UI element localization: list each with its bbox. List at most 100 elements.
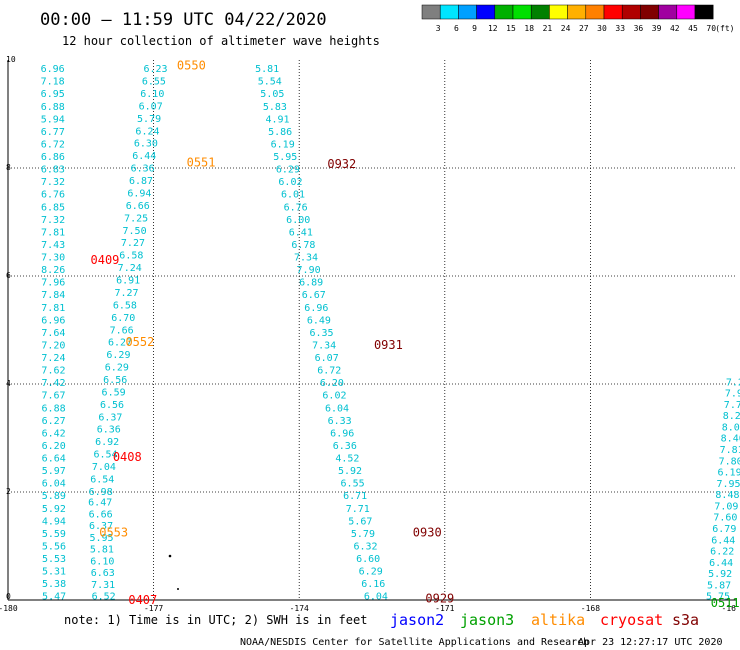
y-tick-label: 6 [6,271,11,280]
swh-value: 7.24 [41,353,65,364]
marker-dot [168,554,172,558]
swh-value: 4.94 [42,516,66,527]
swh-value: 5.38 [42,579,66,590]
colorbar-swatch [621,4,641,20]
swh-value: 6.96 [41,64,65,75]
chart-title: 00:00 – 11:59 UTC 04/22/2020 [40,10,327,30]
swh-value: 6.35 [309,328,333,339]
colorbar-swatch [530,4,550,20]
swh-value: 6.87 [129,176,153,187]
swh-value: 7.04 [92,462,116,473]
swh-value: 7.32 [41,215,65,226]
swh-value: 5.89 [42,491,66,502]
swh-value: 6.72 [41,139,65,150]
swh-value: 5.92 [338,466,362,477]
swh-value: 6.63 [91,568,115,579]
colorbar-label: 18 [524,24,534,33]
swh-value: 6.67 [302,290,326,301]
x-tick-label: -16 [722,604,737,613]
chart-subtitle: 12 hour collection of altimeter wave hei… [62,34,380,48]
colorbar-swatch [603,4,623,20]
swh-value: 5.92 [42,504,66,515]
swh-value: 6.58 [113,300,137,311]
swh-value: 6.66 [126,201,150,212]
swh-value: 6.20 [320,378,344,389]
satellite-jason3: jason3 [460,611,514,629]
swh-value: 6.44 [711,535,735,546]
swh-value: 6.96 [41,315,65,326]
swh-value: 7.90 [725,389,740,400]
swh-value: 7.50 [123,226,147,237]
swh-value: 6.77 [41,127,65,138]
swh-value: 6.49 [307,315,331,326]
swh-value: 6.98 [89,487,113,498]
satellite-s3a: s3a [672,611,699,629]
y-tick-label: 10 [6,55,16,64]
swh-value: 6.36 [131,164,155,175]
swh-value: 6.20 [42,441,66,452]
swh-value: 6.47 [88,498,112,509]
swh-value: 5.59 [42,529,66,540]
colorbar-label: 30 [597,24,607,33]
swh-value: 7.34 [312,340,336,351]
swh-value: 5.05 [260,89,284,100]
swh-value: 6.27 [42,416,66,427]
pass-time-label: 0408 [113,450,142,464]
swh-value: 5.56 [42,541,66,552]
swh-value: 6.02 [322,391,346,402]
swh-value: 6.41 [289,227,313,238]
swh-value: 5.92 [708,569,732,580]
colorbar-swatch [658,4,678,20]
swh-value: 7.66 [110,325,134,336]
swh-value: 7.34 [294,253,318,264]
swh-value: 6.10 [140,89,164,100]
swh-value: 6.60 [356,554,380,565]
swh-value: 6.10 [90,556,114,567]
colorbar-swatch [694,4,714,20]
swh-value: 7.67 [42,391,66,402]
swh-value: 7.96 [41,278,65,289]
swh-value: 5.95 [273,152,297,163]
swh-value: 7.31 [91,580,115,591]
colorbar-swatch [640,4,659,20]
swh-value: 6.36 [97,425,121,436]
y-tick-label: 4 [6,379,11,388]
swh-value: 7.64 [41,328,65,339]
swh-value: 6.70 [111,313,135,324]
pass-time-labels: 0550 0551 0552 0553 0409 0408 0407 0932 0931 0930… [91,58,740,610]
swh-value: 6.59 [102,387,126,398]
swh-value: 7.71 [346,504,370,515]
swh-value: 6.56 [103,375,127,386]
plot-axes [7,60,736,601]
swh-value: 7.81 [41,227,65,238]
swh-value: 7.30 [41,253,65,264]
swh-value: 7.27 [114,288,138,299]
colorbar-label: 33 [615,24,625,33]
swh-value: 6.16 [361,579,385,590]
colorbar-label: 24 [561,24,571,33]
swh-value: 6.56 [100,400,124,411]
colorbar-label: 45 [688,24,698,33]
colorbar-swatch [512,4,532,20]
swh-value: 7.95 [716,479,740,490]
y-tick-label: 8 [6,163,11,172]
colorbar-swatch [585,4,605,20]
swh-value: 7.25 [124,213,148,224]
swh-value: 7.20 [41,340,65,351]
swh-value: 6.04 [42,479,66,490]
pass-time-label: 0553 [99,526,128,540]
colorbar-label: 15 [506,24,516,33]
y-tick-label: 2 [6,487,11,496]
swh-value: 6.19 [718,468,740,479]
x-tick-label: -168 [581,604,600,613]
swh-value: 6.95 [41,89,65,100]
swh-value: 5.31 [42,567,66,578]
swh-value: 7.24 [118,263,142,274]
swh-value: 6.07 [315,353,339,364]
swh-value: 6.55 [142,77,166,88]
colorbar-swatch [476,4,496,20]
footer-credit: NOAA/NESDIS Center for Satellite Applica… [240,637,589,648]
colorbar-label: 27 [579,24,589,33]
swh-value: 6.44 [709,558,733,569]
